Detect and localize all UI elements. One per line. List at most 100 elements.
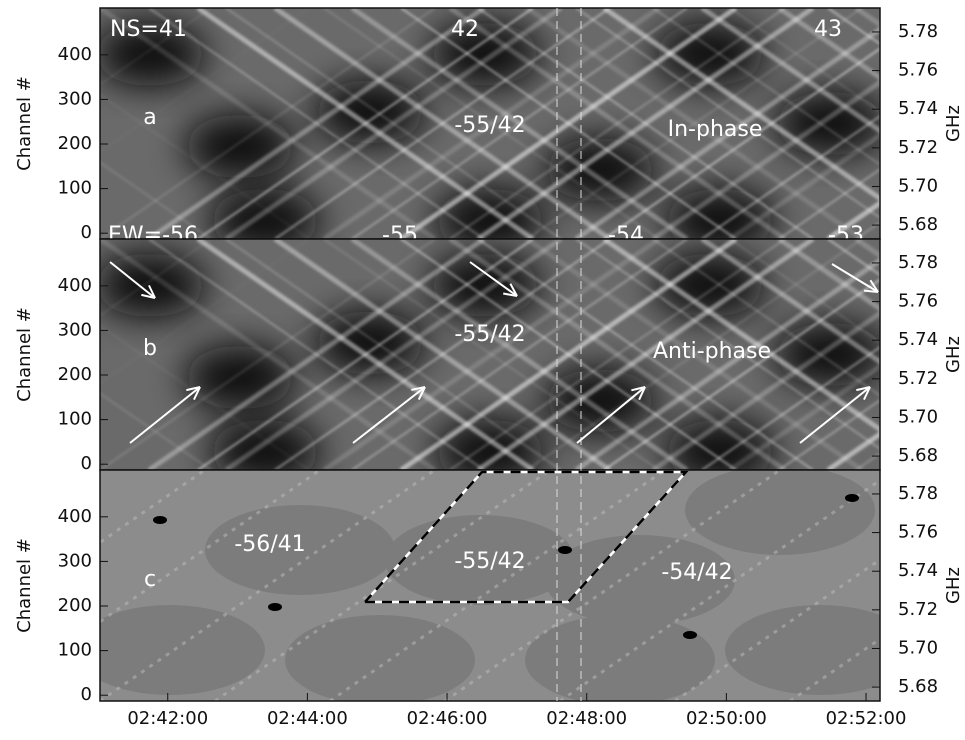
y2-axis-title: GHz bbox=[943, 105, 964, 142]
diag-line bbox=[448, 239, 787, 470]
arrow-head bbox=[148, 284, 156, 299]
y-tick-label: 400 bbox=[58, 275, 92, 296]
annotation: -54/42 bbox=[661, 560, 732, 585]
diag-line bbox=[525, 239, 864, 470]
x-tick-label: 02:50:00 bbox=[686, 708, 767, 729]
y-tick-label: 0 bbox=[81, 453, 92, 474]
annotation: NS=41 bbox=[110, 17, 187, 42]
y2-tick-label: 5.78 bbox=[898, 483, 938, 504]
y-tick-label: 200 bbox=[58, 133, 92, 154]
diag-line bbox=[273, 239, 612, 470]
dark-region bbox=[430, 253, 540, 318]
y-tick-label: 0 bbox=[81, 222, 92, 243]
diag-line bbox=[323, 8, 660, 239]
diag-line bbox=[525, 8, 864, 239]
diag-line bbox=[100, 470, 321, 624]
panel-image bbox=[100, 470, 880, 701]
diag-line bbox=[196, 8, 535, 239]
dark-region bbox=[430, 22, 540, 87]
diag-line bbox=[0, 239, 85, 470]
dark-region bbox=[315, 310, 425, 375]
diag-line bbox=[602, 8, 880, 202]
y2-tick-label: 5.68 bbox=[898, 445, 938, 466]
diag-line bbox=[575, 8, 880, 219]
diag-line bbox=[700, 8, 880, 134]
arrow-head bbox=[411, 386, 426, 391]
arrow-head bbox=[869, 279, 879, 293]
arrow-head bbox=[863, 289, 879, 293]
y2-tick-label: 5.78 bbox=[898, 252, 938, 273]
diag-line bbox=[652, 8, 880, 166]
x-tick-label: 02:48:00 bbox=[546, 708, 627, 729]
diag-line bbox=[674, 557, 880, 701]
y-tick-label: 200 bbox=[58, 364, 92, 385]
panel-image bbox=[0, 8, 880, 239]
arrow-head bbox=[503, 292, 518, 297]
diag-line bbox=[700, 239, 880, 365]
arrow bbox=[109, 261, 156, 299]
diag-line bbox=[652, 239, 880, 397]
y-tick-label: 400 bbox=[58, 44, 92, 65]
dark-region bbox=[655, 253, 765, 318]
diag-line bbox=[323, 239, 660, 470]
arrow bbox=[352, 386, 426, 444]
diag-line bbox=[729, 239, 880, 344]
arrow-head bbox=[417, 386, 426, 400]
annotation: Anti-phase bbox=[653, 339, 771, 364]
oval-region bbox=[205, 505, 395, 595]
panel-label: a bbox=[143, 105, 156, 130]
y-tick-label: 300 bbox=[58, 550, 92, 571]
dark-region bbox=[100, 253, 205, 318]
diag-line bbox=[0, 8, 85, 239]
y-axis-title: Channel # bbox=[14, 307, 35, 402]
diag-line bbox=[728, 132, 880, 239]
oval-region bbox=[685, 470, 875, 555]
y2-tick-label: 5.74 bbox=[898, 98, 938, 119]
y-tick-label: 100 bbox=[58, 409, 92, 430]
spot bbox=[153, 516, 167, 524]
y-tick-label: 200 bbox=[58, 595, 92, 616]
oval-region bbox=[100, 605, 265, 695]
diag-line bbox=[777, 8, 880, 81]
arrow bbox=[576, 386, 646, 444]
diag-line bbox=[148, 8, 485, 239]
diag-line bbox=[559, 478, 880, 701]
oval-region bbox=[545, 535, 735, 625]
oval-region bbox=[385, 515, 575, 605]
arrow-head bbox=[509, 283, 518, 297]
annotation: 42 bbox=[451, 17, 479, 42]
x-tick-label: 02:42:00 bbox=[127, 708, 208, 729]
x-tick-label: 02:46:00 bbox=[407, 708, 488, 729]
diag-line bbox=[148, 239, 485, 470]
panel-image bbox=[0, 239, 880, 470]
diag-line bbox=[400, 8, 737, 239]
diag-line bbox=[729, 8, 880, 113]
diag-line bbox=[100, 470, 436, 701]
y2-axis-title: GHz bbox=[943, 567, 964, 604]
y2-tick-label: 5.78 bbox=[898, 21, 938, 42]
annotation: -55/42 bbox=[454, 322, 525, 347]
y-tick-label: 400 bbox=[58, 506, 92, 527]
annotation: In-phase bbox=[668, 117, 763, 142]
selection-box bbox=[364, 470, 689, 604]
oval-region bbox=[725, 605, 880, 695]
arrow-head bbox=[631, 386, 646, 392]
diag-line bbox=[444, 470, 781, 701]
diag-line bbox=[196, 239, 535, 470]
diag-line bbox=[0, 8, 85, 239]
diag-line bbox=[0, 239, 8, 470]
annotation: -56/41 bbox=[234, 532, 305, 557]
y2-tick-label: 5.76 bbox=[898, 291, 938, 312]
x-tick-label: 02:44:00 bbox=[267, 708, 348, 729]
y2-tick-label: 5.72 bbox=[898, 137, 938, 158]
y2-tick-label: 5.68 bbox=[898, 676, 938, 697]
y2-tick-label: 5.74 bbox=[898, 560, 938, 581]
y2-tick-label: 5.76 bbox=[898, 522, 938, 543]
diag-line bbox=[728, 363, 880, 470]
y2-tick-label: 5.76 bbox=[898, 60, 938, 81]
diag-line bbox=[778, 399, 880, 470]
y-tick-label: 100 bbox=[58, 640, 92, 661]
diag-line bbox=[273, 8, 612, 239]
arrow bbox=[831, 263, 879, 293]
